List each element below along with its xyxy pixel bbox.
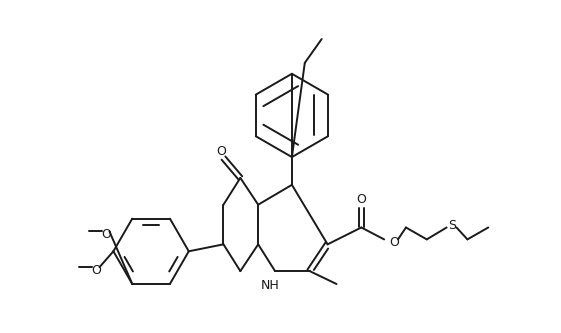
Text: NH: NH (261, 278, 279, 291)
Text: S: S (449, 219, 457, 232)
Text: O: O (91, 264, 102, 277)
Text: O: O (356, 193, 366, 206)
Text: O: O (102, 228, 112, 241)
Text: O: O (389, 236, 399, 249)
Text: O: O (217, 145, 227, 158)
